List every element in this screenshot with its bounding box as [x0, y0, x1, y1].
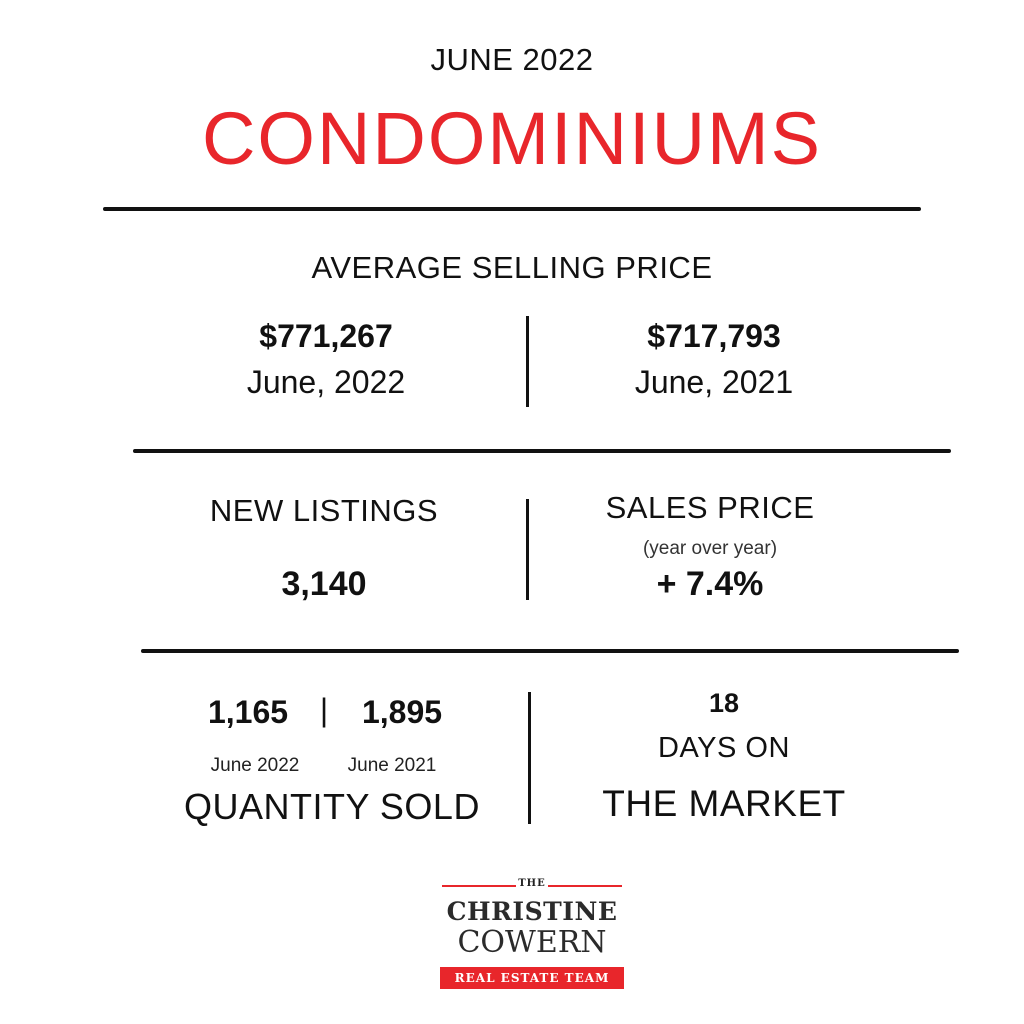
sales-price-sublabel: (year over year) [642, 538, 778, 559]
logo-christine: CHRISTINE [446, 897, 618, 926]
quantity-sold-previous-date: June 2021 [347, 755, 437, 776]
sales-price-label: SALES PRICE [605, 490, 815, 525]
days-on-market-label-line1: DAYS ON [658, 732, 790, 764]
average-selling-price-label: AVERAGE SELLING PRICE [311, 250, 713, 285]
divider-bottom [141, 649, 959, 653]
quantity-sold-previous-value: 1,895 [361, 694, 443, 730]
listings-vertical-divider [526, 499, 529, 600]
logo-rule-right [548, 885, 622, 887]
asp-vertical-divider [526, 316, 529, 407]
logo-real-estate-team: REAL ESTATE TEAM [454, 971, 610, 985]
asp-current-date: June, 2022 [246, 364, 406, 400]
quantity-sold-separator: | [319, 692, 329, 728]
logo-the: THE [518, 878, 546, 889]
sold-vertical-divider [528, 692, 531, 824]
asp-current-value: $771,267 [259, 318, 393, 354]
logo-rule-left [442, 885, 516, 887]
quantity-sold-current-date: June 2022 [210, 755, 300, 776]
sales-price-value: + 7.4% [656, 565, 764, 603]
days-on-market-value: 18 [708, 688, 740, 718]
new-listings-label: NEW LISTINGS [209, 493, 439, 528]
logo-banner [440, 967, 624, 989]
days-on-market-label-line2: THE MARKET [602, 783, 846, 824]
divider-middle [133, 449, 951, 453]
asp-previous-value: $717,793 [647, 318, 781, 354]
quantity-sold-label: QUANTITY SOLD [184, 786, 480, 827]
asp-previous-date: June, 2021 [634, 364, 794, 400]
divider-top [103, 207, 921, 211]
month-heading: JUNE 2022 [430, 42, 594, 77]
page-title: CONDOMINIUMS [201, 97, 823, 180]
quantity-sold-current-value: 1,165 [207, 694, 289, 730]
new-listings-value: 3,140 [281, 565, 367, 603]
brand-logo: THE CHRISTINE COWERN REAL ESTATE TEAM [440, 876, 624, 992]
logo-cowern: COWERN [457, 925, 607, 960]
